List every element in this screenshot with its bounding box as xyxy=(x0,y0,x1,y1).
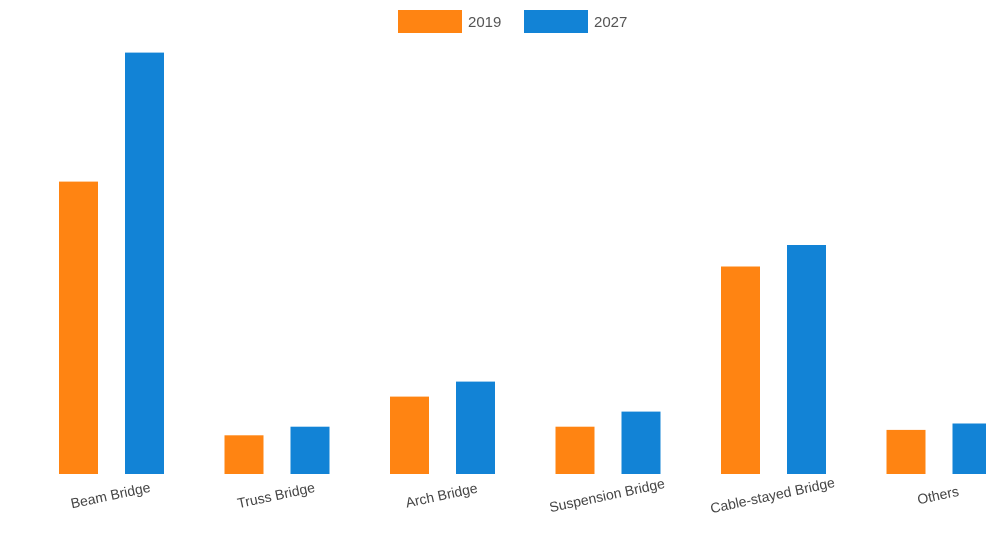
bar-suspension-bridge-2019 xyxy=(555,426,595,474)
bar-arch-bridge-2019 xyxy=(390,396,429,474)
x-tick-label-cable-stayed-bridge: Cable-stayed Bridge xyxy=(709,474,837,516)
legend-label-2019: 2019 xyxy=(468,14,501,31)
x-tick-label-others: Others xyxy=(916,483,960,507)
x-tick-label-arch-bridge: Arch Bridge xyxy=(404,480,479,511)
x-tick-label-suspension-bridge: Suspension Bridge xyxy=(548,475,666,515)
legend-swatch-2019 xyxy=(398,10,462,33)
x-axis-tick-labels: Beam Bridge Truss Bridge Arch Bridge Suspen… xyxy=(69,474,960,516)
bar-truss-bridge-2019 xyxy=(224,435,264,474)
bar-others-2027 xyxy=(952,423,986,474)
bar-others-2019 xyxy=(886,429,926,474)
bars xyxy=(59,52,986,474)
bar-beam-bridge-2027 xyxy=(125,52,164,474)
bar-suspension-bridge-2027 xyxy=(621,411,661,474)
legend-swatch-2027 xyxy=(524,10,588,33)
bar-beam-bridge-2019 xyxy=(59,181,98,474)
bar-arch-bridge-2027 xyxy=(456,381,495,474)
legend-label-2027: 2027 xyxy=(594,14,627,31)
bar-truss-bridge-2027 xyxy=(290,426,330,474)
x-tick-label-beam-bridge: Beam Bridge xyxy=(69,479,152,512)
x-tick-label-truss-bridge: Truss Bridge xyxy=(236,479,317,511)
legend: 2019 2027 xyxy=(398,10,627,33)
bar-cable-stayed-bridge-2027 xyxy=(787,245,826,474)
bar-cable-stayed-bridge-2019 xyxy=(721,266,760,474)
